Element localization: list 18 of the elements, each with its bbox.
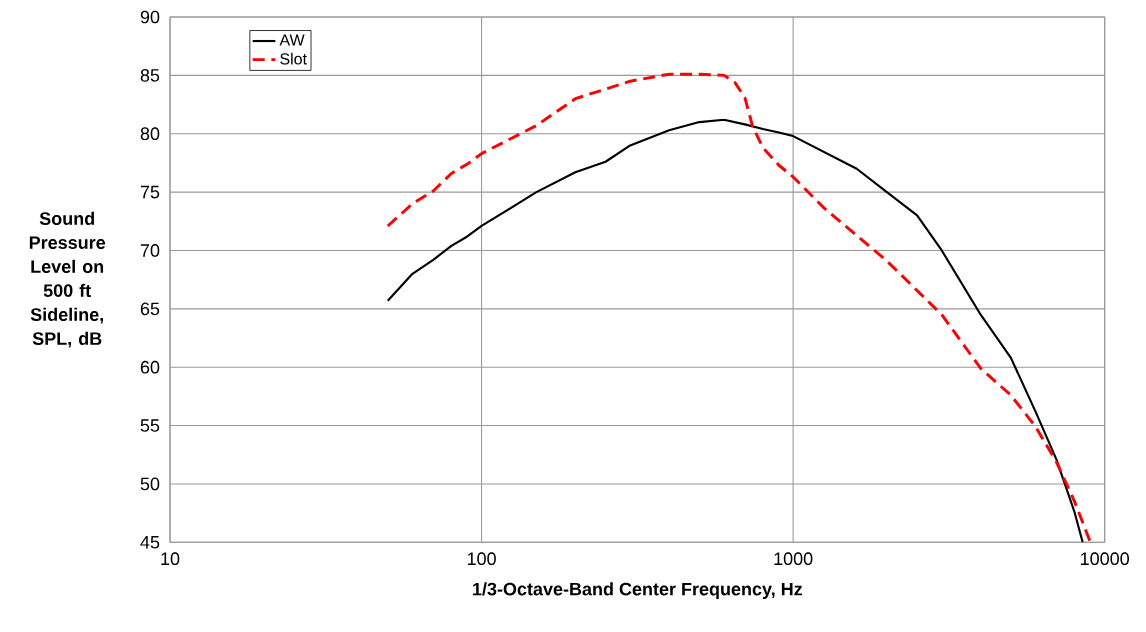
x-tick-label: 100 — [467, 552, 496, 565]
y-tick-label: 80 — [140, 127, 160, 140]
y-tick-label: 60 — [140, 360, 160, 374]
x-axis-title: 1/3-Octave-Band Center Frequency, Hz — [473, 582, 803, 599]
x-tick-label: 10 — [161, 552, 180, 565]
y-tick-label: 90 — [140, 10, 160, 24]
y-tick-label: 75 — [140, 185, 160, 199]
y-tick-label: 85 — [140, 68, 160, 82]
y-tick-label: 70 — [140, 243, 160, 257]
legend-label: AW — [279, 34, 305, 46]
y-tick-label: 55 — [140, 419, 160, 432]
y-tick-label: 50 — [140, 477, 160, 491]
x-tick-label: 1000 — [774, 552, 813, 565]
y-tick-label: 65 — [140, 302, 160, 316]
x-tick-label: 10000 — [1081, 552, 1129, 565]
y-axis-title: Sound Pressure Level on 500 ft Sideline, SPL, dB — [29, 211, 106, 348]
legend-label: Slot — [280, 52, 307, 65]
y-tick-label: 45 — [140, 535, 160, 549]
